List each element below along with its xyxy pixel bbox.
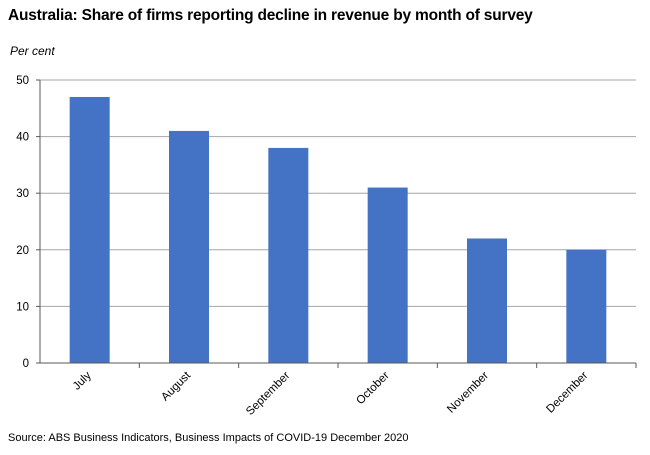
axes <box>36 79 637 368</box>
x-tick-label-november: November <box>445 370 491 416</box>
bar-august <box>169 130 209 363</box>
x-tick-label-october: October <box>354 370 392 408</box>
y-tick-label: 10 <box>16 301 29 313</box>
x-tick-label-july: July <box>71 369 94 392</box>
bar-chart: 0 10 20 30 40 50 July August September October Nov… <box>16 75 637 418</box>
bar-september <box>268 147 309 363</box>
chart-title: Australia: Share of firms reporting decl… <box>8 7 533 24</box>
x-tick-label-december: December <box>544 370 590 416</box>
gridlines <box>40 79 636 307</box>
y-tick-label: 0 <box>23 358 29 370</box>
bar-october <box>367 187 408 363</box>
x-tick-label-august: August <box>159 369 193 403</box>
y-tick-label: 40 <box>16 132 29 144</box>
x-tick-label-september: September <box>244 370 292 418</box>
y-tick-label: 20 <box>16 245 29 257</box>
bar-november <box>467 238 507 363</box>
y-tick-label: 30 <box>16 188 29 200</box>
y-tick-label: 50 <box>16 75 29 87</box>
bar-july <box>69 96 110 363</box>
bar-december <box>566 249 607 363</box>
bars <box>69 96 607 363</box>
y-axis-unit-label: Per cent <box>10 44 55 58</box>
source-note: Source: ABS Business Indicators, Busines… <box>8 432 409 444</box>
